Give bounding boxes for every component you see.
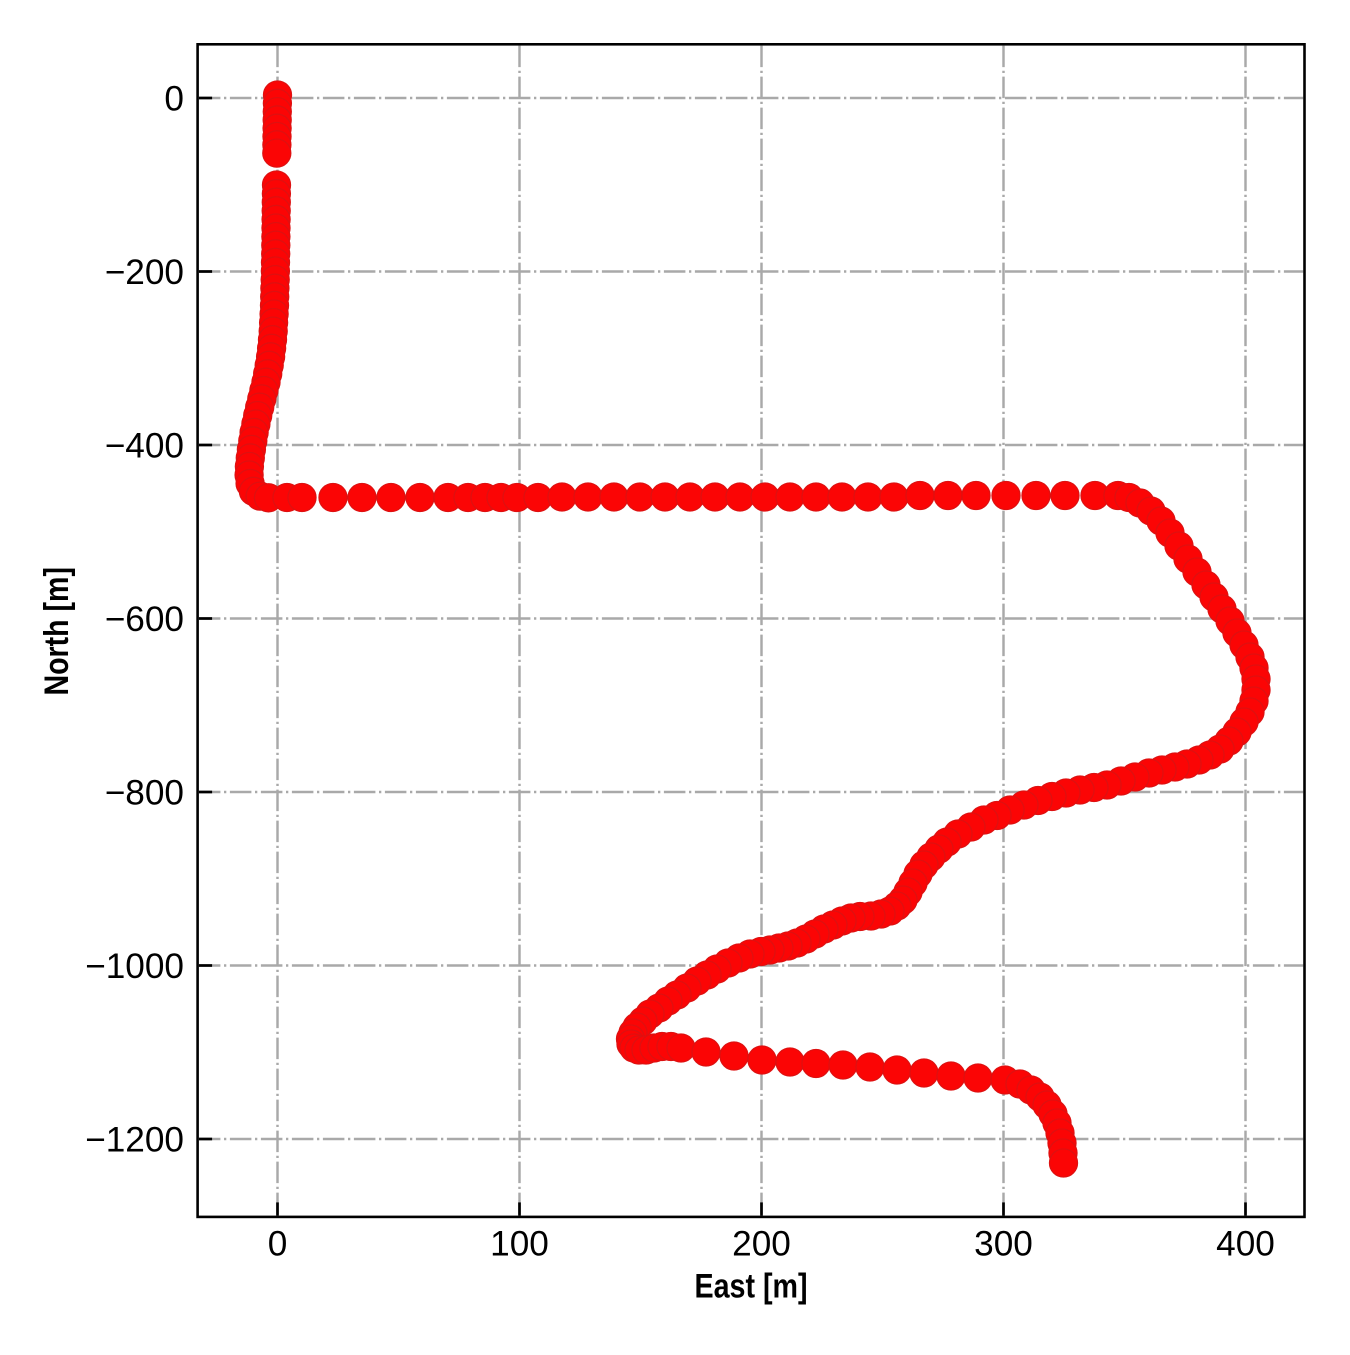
svg-text:North [m]: North [m]: [38, 567, 76, 696]
svg-text:100: 100: [490, 1224, 549, 1263]
svg-text:East [m]: East [m]: [695, 1268, 808, 1306]
svg-text:−1200: −1200: [85, 1121, 184, 1160]
svg-text:−400: −400: [105, 427, 184, 466]
svg-text:0: 0: [164, 80, 184, 119]
svg-text:−1000: −1000: [85, 947, 184, 986]
svg-text:−200: −200: [105, 253, 184, 292]
svg-text:300: 300: [974, 1224, 1033, 1263]
svg-text:0: 0: [268, 1224, 288, 1263]
svg-text:−800: −800: [105, 774, 184, 813]
svg-text:400: 400: [1216, 1224, 1275, 1263]
svg-text:−600: −600: [105, 600, 184, 639]
svg-text:200: 200: [732, 1224, 791, 1263]
